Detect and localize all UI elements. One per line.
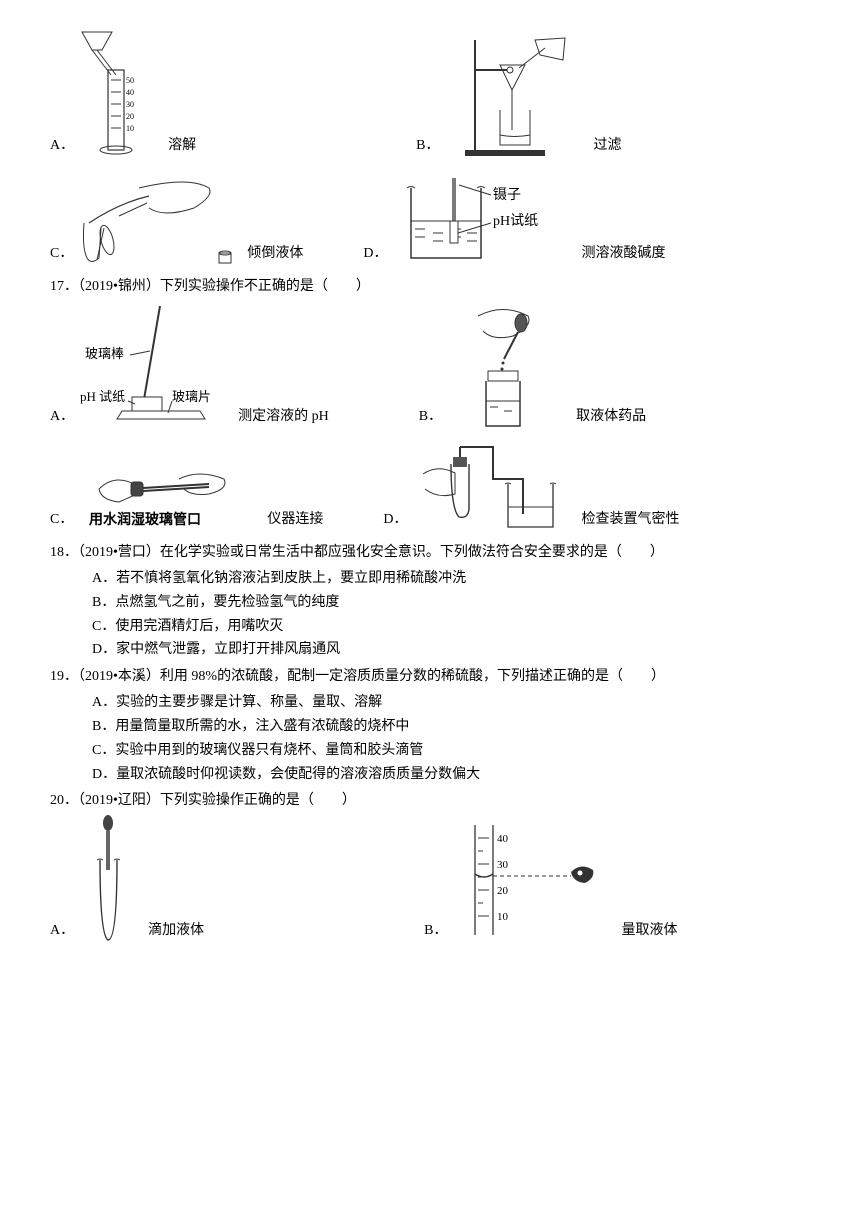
option-letter: A． — [50, 135, 74, 160]
svg-text:镊子: 镊子 — [493, 187, 521, 203]
prev-option-c-caption: 倾倒液体 — [247, 243, 303, 268]
option-letter: B． — [416, 135, 439, 160]
svg-text:40: 40 — [497, 833, 509, 845]
option-letter: B． — [424, 920, 447, 945]
svg-text:10: 10 — [126, 124, 134, 133]
svg-text:10: 10 — [497, 911, 509, 923]
q19-option-b: B．用量筒量取所需的水，注入盛有浓硫酸的烧杯中 — [92, 715, 810, 739]
q20-row-ab: A． 滴加液体 B． 40 30 20 10 量取液体 — [50, 815, 810, 945]
svg-text:30: 30 — [126, 100, 134, 109]
q19-option-a: A．实验的主要步骤是计算、称量、量取、溶解 — [92, 691, 810, 715]
dropper-bottle-icon — [448, 301, 568, 431]
option-letter: D． — [363, 243, 387, 268]
q17-option-d: D． 检查装置气密性 — [383, 439, 679, 534]
q17-option-c-caption: 仪器连接 — [267, 509, 323, 534]
svg-text:40: 40 — [126, 88, 134, 97]
option-letter: A． — [50, 406, 74, 431]
prev-option-d: D． 镊子 pH试纸 测溶液酸碱度 — [363, 173, 665, 268]
q20-option-a: A． 滴加液体 — [50, 815, 204, 945]
svg-text:玻璃片: 玻璃片 — [172, 389, 211, 404]
q17-row-cd: C． 用水润湿玻璃管口 仪器连接 D． 检查装置气密性 — [50, 439, 810, 534]
prev-option-b: B． 过滤 — [416, 30, 621, 160]
pour-liquid-icon — [79, 168, 239, 268]
q18-option-b: B．点燃氢气之前，要先检验氢气的纯度 — [92, 591, 810, 615]
graduated-cylinder-icon: 50 40 30 20 10 — [80, 30, 160, 160]
q18-option-c: C．使用完酒精灯后，用嘴吹灭 — [92, 615, 810, 639]
q19-option-c: C．实验中用到的玻璃仪器只有烧杯、量筒和胶头滴管 — [92, 739, 810, 763]
prev-option-c: C． 倾倒液体 — [50, 168, 303, 268]
wet-tube-connect-icon: 用水润湿玻璃管口 — [79, 454, 259, 534]
option-letter: C． — [50, 243, 73, 268]
q17-option-d-caption: 检查装置气密性 — [581, 509, 679, 534]
q17-row-ab: A． 玻璃棒 pH 试纸 玻璃片 测定溶液的 pH B． 取液体药品 — [50, 301, 810, 431]
q18-stem: 18．（2019•营口）在化学实验或日常生活中都应强化安全意识。下列做法符合安全… — [50, 542, 810, 563]
ph-beaker-icon: 镊子 pH试纸 — [393, 173, 573, 268]
q20-option-b-caption: 量取液体 — [621, 920, 677, 945]
q17-option-a: A． 玻璃棒 pH 试纸 玻璃片 测定溶液的 pH — [50, 301, 329, 431]
option-letter: D． — [383, 509, 407, 534]
q17-option-b: B． 取液体药品 — [419, 301, 646, 431]
q19-stem: 19．（2019•本溪）利用 98%的浓硫酸，配制一定溶质质量分数的稀硫酸，下列… — [50, 666, 810, 687]
q17-stem: 17．（2019•锦州）下列实验操作不正确的是（ ） — [50, 276, 810, 297]
ph-paper-glass-rod-icon: 玻璃棒 pH 试纸 玻璃片 — [80, 301, 230, 431]
q20-option-b: B． 40 30 20 10 量取液体 — [424, 820, 677, 945]
svg-text:用水润湿玻璃管口: 用水润湿玻璃管口 — [89, 511, 201, 528]
prev-option-b-caption: 过滤 — [593, 135, 621, 160]
q20-stem: 20．（2019•辽阳）下列实验操作正确的是（ ） — [50, 790, 810, 811]
svg-text:20: 20 — [497, 885, 509, 897]
dropper-tube-icon — [80, 815, 140, 945]
option-letter: C． — [50, 509, 73, 534]
airtight-check-icon — [413, 439, 573, 534]
svg-text:20: 20 — [126, 112, 134, 121]
prev-option-a-caption: 溶解 — [168, 135, 196, 160]
filtration-apparatus-icon — [445, 30, 585, 160]
cylinder-eye-level-icon: 40 30 20 10 — [453, 820, 613, 945]
q17-option-a-caption: 测定溶液的 pH — [238, 406, 329, 431]
q20-option-a-caption: 滴加液体 — [148, 920, 204, 945]
svg-text:pH 试纸: pH 试纸 — [80, 389, 125, 404]
svg-text:30: 30 — [497, 859, 509, 871]
svg-text:pH试纸: pH试纸 — [493, 213, 538, 229]
q19-option-d: D．量取浓硫酸时仰视读数，会使配得的溶液溶质质量分数偏大 — [92, 763, 810, 787]
q17-option-c: C． 用水润湿玻璃管口 仪器连接 — [50, 454, 323, 534]
option-letter: A． — [50, 920, 74, 945]
prev-q-row-cd: C． 倾倒液体 D． 镊子 — [50, 168, 810, 268]
svg-text:玻璃棒: 玻璃棒 — [85, 346, 124, 361]
svg-text:50: 50 — [126, 76, 134, 85]
prev-option-d-caption: 测溶液酸碱度 — [581, 243, 665, 268]
option-letter: B． — [419, 406, 442, 431]
q18-option-d: D．家中燃气泄露，立即打开排风扇通风 — [92, 638, 810, 662]
q17-option-b-caption: 取液体药品 — [576, 406, 646, 431]
prev-option-a: A． 50 40 30 20 10 溶解 — [50, 30, 196, 160]
prev-q-row-ab: A． 50 40 30 20 10 溶解 B． — [50, 30, 810, 160]
q18-option-a: A．若不慎将氢氧化钠溶液沾到皮肤上，要立即用稀硫酸冲洗 — [92, 567, 810, 591]
